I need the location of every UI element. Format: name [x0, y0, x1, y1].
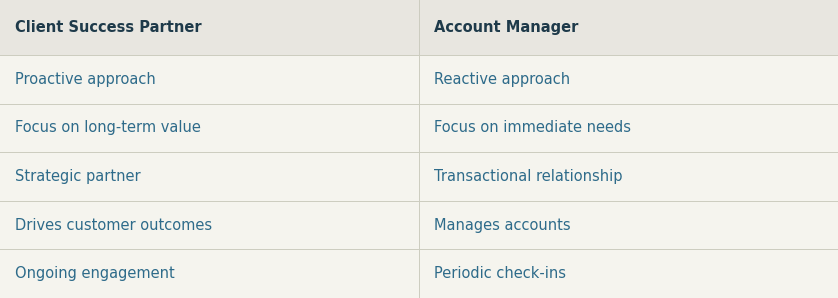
Bar	[0, 249, 838, 298]
Text: Focus on long-term value: Focus on long-term value	[15, 120, 201, 136]
Bar	[0, 201, 838, 249]
Text: Proactive approach: Proactive approach	[15, 72, 156, 87]
Text: Account Manager: Account Manager	[434, 20, 578, 35]
Bar	[0, 0, 838, 55]
Text: Ongoing engagement: Ongoing engagement	[15, 266, 175, 281]
Text: Focus on immediate needs: Focus on immediate needs	[434, 120, 631, 136]
Bar	[0, 104, 838, 152]
Bar	[0, 55, 838, 104]
Text: Strategic partner: Strategic partner	[15, 169, 141, 184]
Text: Reactive approach: Reactive approach	[434, 72, 570, 87]
Text: Periodic check-ins: Periodic check-ins	[434, 266, 566, 281]
Text: Client Success Partner: Client Success Partner	[15, 20, 202, 35]
Text: Manages accounts: Manages accounts	[434, 218, 571, 233]
Text: Transactional relationship: Transactional relationship	[434, 169, 623, 184]
Text: Drives customer outcomes: Drives customer outcomes	[15, 218, 212, 233]
Bar	[0, 152, 838, 201]
